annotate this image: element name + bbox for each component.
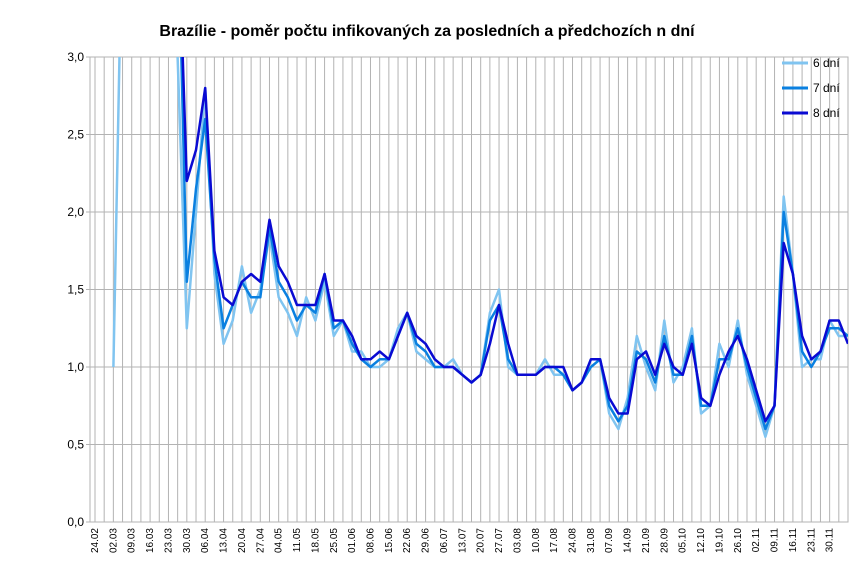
x-tick-label: 16.11 bbox=[788, 528, 799, 553]
x-tick-label: 22.06 bbox=[402, 528, 413, 553]
x-tick-label: 29.06 bbox=[421, 528, 432, 553]
x-tick-label: 24.08 bbox=[568, 528, 579, 553]
x-tick-label: 27.07 bbox=[494, 528, 505, 553]
x-tick-label: 09.11 bbox=[770, 528, 781, 553]
y-tick-label: 2,0 bbox=[67, 205, 84, 219]
x-tick-label: 15.06 bbox=[384, 528, 395, 553]
x-tick-label: 31.08 bbox=[586, 528, 597, 553]
y-tick-label: 1,5 bbox=[67, 283, 84, 297]
x-tick-label: 12.10 bbox=[696, 528, 707, 553]
x-tick-label: 14.09 bbox=[623, 528, 634, 553]
x-tick-label: 04.05 bbox=[274, 528, 285, 553]
x-tick-label: 08.06 bbox=[365, 528, 376, 553]
x-tick-label: 30.03 bbox=[182, 528, 193, 553]
series-line bbox=[180, 57, 848, 431]
x-tick-label: 10.08 bbox=[531, 528, 542, 553]
x-tick-label: 21.09 bbox=[641, 528, 652, 553]
x-tick-label: 30.11 bbox=[825, 528, 836, 553]
legend-label: 7 dní bbox=[813, 81, 840, 95]
x-tick-label: 13.07 bbox=[457, 528, 468, 553]
x-tick-label: 11.05 bbox=[292, 528, 303, 553]
y-tick-label: 0,0 bbox=[67, 515, 84, 529]
y-tick-label: 1,0 bbox=[67, 360, 84, 374]
x-tick-label: 03.08 bbox=[512, 528, 523, 553]
x-tick-label: 20.04 bbox=[237, 528, 248, 553]
x-tick-label: 23.03 bbox=[163, 528, 174, 553]
x-tick-label: 06.07 bbox=[439, 528, 450, 553]
x-tick-label: 02.11 bbox=[751, 528, 762, 553]
x-tick-label: 17.08 bbox=[549, 528, 560, 553]
legend-label: 8 dní bbox=[813, 106, 840, 120]
plot-frame bbox=[89, 56, 849, 523]
x-tick-label: 19.10 bbox=[714, 528, 725, 553]
x-tick-label: 28.09 bbox=[659, 528, 670, 553]
y-tick-label: 0,5 bbox=[67, 438, 84, 452]
chart-title: Brazílie - poměr počtu infikovaných za p… bbox=[159, 23, 695, 40]
y-tick-label: 3,0 bbox=[67, 50, 84, 64]
x-tick-label: 06.04 bbox=[200, 528, 211, 553]
x-tick-label: 01.06 bbox=[347, 528, 358, 553]
x-tick-label: 23.11 bbox=[806, 528, 817, 553]
legend-label: 6 dní bbox=[813, 56, 840, 70]
x-tick-label: 18.05 bbox=[310, 528, 321, 553]
x-tick-label: 13.04 bbox=[219, 528, 230, 553]
x-tick-label: 20.07 bbox=[476, 528, 487, 553]
x-tick-label: 07.09 bbox=[604, 528, 615, 553]
y-tick-label: 2,5 bbox=[67, 128, 84, 142]
x-tick-label: 24.02 bbox=[90, 528, 101, 553]
x-tick-label: 27.04 bbox=[255, 528, 266, 553]
x-tick-label: 25.05 bbox=[329, 528, 340, 553]
x-tick-label: 05.10 bbox=[678, 528, 689, 553]
x-tick-label: 16.03 bbox=[145, 528, 156, 553]
plot-area bbox=[112, 57, 848, 439]
series-line bbox=[181, 57, 848, 423]
x-tick-label: 26.10 bbox=[733, 528, 744, 553]
x-tick-label: 09.03 bbox=[127, 528, 138, 553]
x-tick-label: 02.03 bbox=[108, 528, 119, 553]
